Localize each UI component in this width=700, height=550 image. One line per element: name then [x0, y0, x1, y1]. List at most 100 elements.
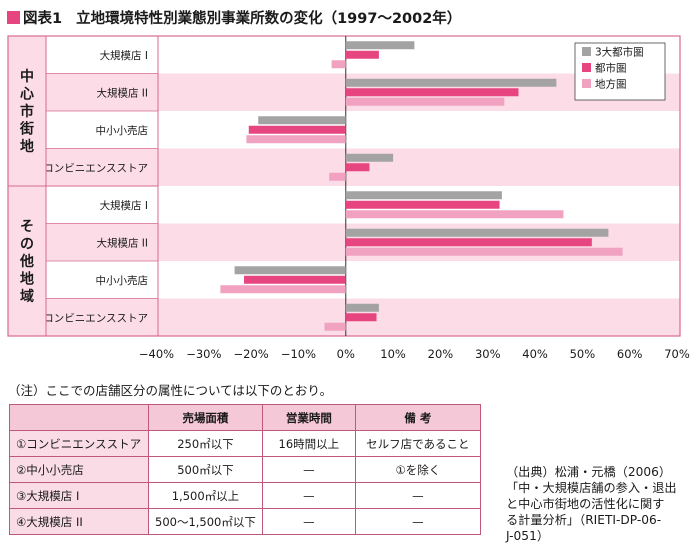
bar	[345, 247, 623, 256]
criteria-row-label: ①コンビニエンスストア	[9, 430, 149, 457]
category-label: 大規模店 I	[100, 49, 148, 62]
category-cell	[46, 186, 158, 224]
note-text: （注）ここでの店舗区分の属性については以下のとおり。	[8, 383, 333, 398]
criteria-cell-remarks: ①を除く	[354, 456, 481, 483]
group-label-char: の	[20, 237, 34, 253]
x-tick-label: −30%	[186, 347, 221, 361]
figure-title: 図表1 立地環境特性別業態別事業所数の変化（1997〜2002年）	[7, 6, 461, 28]
x-tick-label: 10%	[380, 347, 406, 361]
legend-label: 3大都市圏	[595, 46, 644, 59]
group-label-char: 市	[20, 103, 34, 120]
title-marker-square	[7, 10, 20, 24]
group-label-char: 他	[19, 253, 34, 270]
category-label: コンビニエンスストア	[43, 162, 148, 174]
group-label-char: 地	[20, 138, 34, 155]
x-tick-label: −20%	[234, 347, 269, 361]
legend-label: 地方圏	[595, 78, 627, 91]
group-label-char: 域	[20, 288, 34, 305]
bar	[345, 238, 592, 247]
criteria-cell-hours: 16時間以上	[261, 430, 356, 457]
criteria-row: ②中小小売店 500㎡以下 — ①を除く	[9, 456, 481, 483]
bar	[244, 275, 346, 284]
x-tick-label: −10%	[281, 347, 316, 361]
group-label-char: 中	[20, 68, 34, 85]
criteria-cell-hours: —	[261, 456, 356, 483]
bar	[345, 50, 379, 59]
bar	[345, 78, 557, 87]
group-label-char: 街	[19, 121, 34, 138]
criteria-cell-area: 500㎡以下	[148, 456, 263, 483]
category-cell	[46, 261, 158, 299]
criteria-row-label: ②中小小売店	[9, 456, 149, 483]
bar	[220, 285, 346, 294]
criteria-row-label: ③大規模店 I	[9, 482, 149, 509]
source-line: J-051）	[506, 529, 550, 543]
category-label: 大規模店 II	[96, 86, 148, 99]
bar	[324, 322, 346, 331]
bar	[345, 97, 505, 106]
criteria-cell-area: 1,500㎡以上	[148, 482, 263, 509]
figure-label: 図表1	[23, 10, 63, 27]
bar	[345, 200, 500, 209]
figure-title-text: 立地環境特性別業態別事業所数の変化（1997〜2002年）	[76, 10, 462, 27]
source-line: る計量分析」（RIETI-DP-06-	[506, 513, 662, 527]
x-tick-label: 50%	[570, 347, 596, 361]
x-tick-label: 70%	[664, 347, 690, 361]
category-cell	[46, 111, 158, 149]
category-label: 中小小売店	[96, 274, 149, 287]
bar	[345, 228, 609, 237]
bar	[345, 153, 394, 162]
category-cell	[46, 73, 158, 111]
legend-swatch	[582, 63, 591, 72]
x-tick-label: 0%	[337, 347, 355, 361]
source-heading: （出典）松浦・元橋（2006）	[506, 465, 672, 479]
chart-frame	[7, 35, 681, 337]
group-label-char: 心	[20, 87, 34, 103]
criteria-cell-hours: —	[261, 482, 356, 509]
criteria-row-label: ④大規模店 II	[9, 508, 149, 535]
group-cell	[8, 186, 46, 336]
bar	[345, 163, 370, 172]
x-tick-label: −40%	[139, 347, 174, 361]
criteria-cell-remarks: —	[354, 508, 481, 535]
category-label: コンビニエンスストア	[43, 312, 148, 324]
criteria-table: 売場面積 営業時間 備 考 ①コンビニエンスストア 250㎡以下 16時間以上 …	[9, 404, 481, 535]
criteria-header-remarks: 備 考	[354, 404, 481, 431]
category-cell	[46, 223, 158, 261]
category-label: 大規模店 II	[96, 236, 148, 249]
bar	[345, 41, 415, 50]
bar	[248, 125, 346, 134]
bar	[345, 303, 379, 312]
legend-swatch	[582, 79, 591, 88]
row-band	[158, 111, 680, 149]
criteria-header-corner	[9, 404, 149, 431]
criteria-cell-area: 500〜1,500㎡以下	[148, 508, 263, 535]
criteria-row: ①コンビニエンスストア 250㎡以下 16時間以上 セルフ店であること	[9, 430, 481, 457]
source-line: 「中・大規模店舗の参入・退出	[506, 481, 677, 495]
category-cell	[46, 148, 158, 186]
group-cell	[8, 36, 46, 186]
bar	[329, 172, 346, 181]
criteria-cell-remarks: セルフ店であること	[354, 430, 481, 457]
row-band	[158, 298, 680, 336]
bar	[345, 88, 519, 97]
bar	[258, 116, 346, 125]
legend-swatch	[582, 47, 591, 56]
criteria-cell-area: 250㎡以下	[148, 430, 263, 457]
category-cell	[46, 298, 158, 336]
criteria-cell-hours: —	[261, 508, 356, 535]
category-cell	[46, 36, 158, 74]
group-label-char: 地	[20, 271, 34, 288]
bar	[345, 210, 564, 219]
criteria-header-row: 売場面積 営業時間 備 考	[9, 404, 481, 431]
group-label-char: そ	[20, 219, 34, 235]
criteria-header-area: 売場面積	[148, 404, 263, 431]
source-citation: （出典）松浦・元橋（2006） 「中・大規模店舗の参入・退出 と中心市街地の活性…	[506, 464, 677, 544]
x-tick-label: 30%	[475, 347, 501, 361]
x-tick-label: 20%	[428, 347, 454, 361]
category-label: 中小小売店	[96, 124, 149, 137]
criteria-row: ④大規模店 II 500〜1,500㎡以下 — —	[9, 508, 481, 535]
source-line: と中心市街地の活性化に関す	[506, 497, 665, 511]
bar	[234, 266, 346, 275]
